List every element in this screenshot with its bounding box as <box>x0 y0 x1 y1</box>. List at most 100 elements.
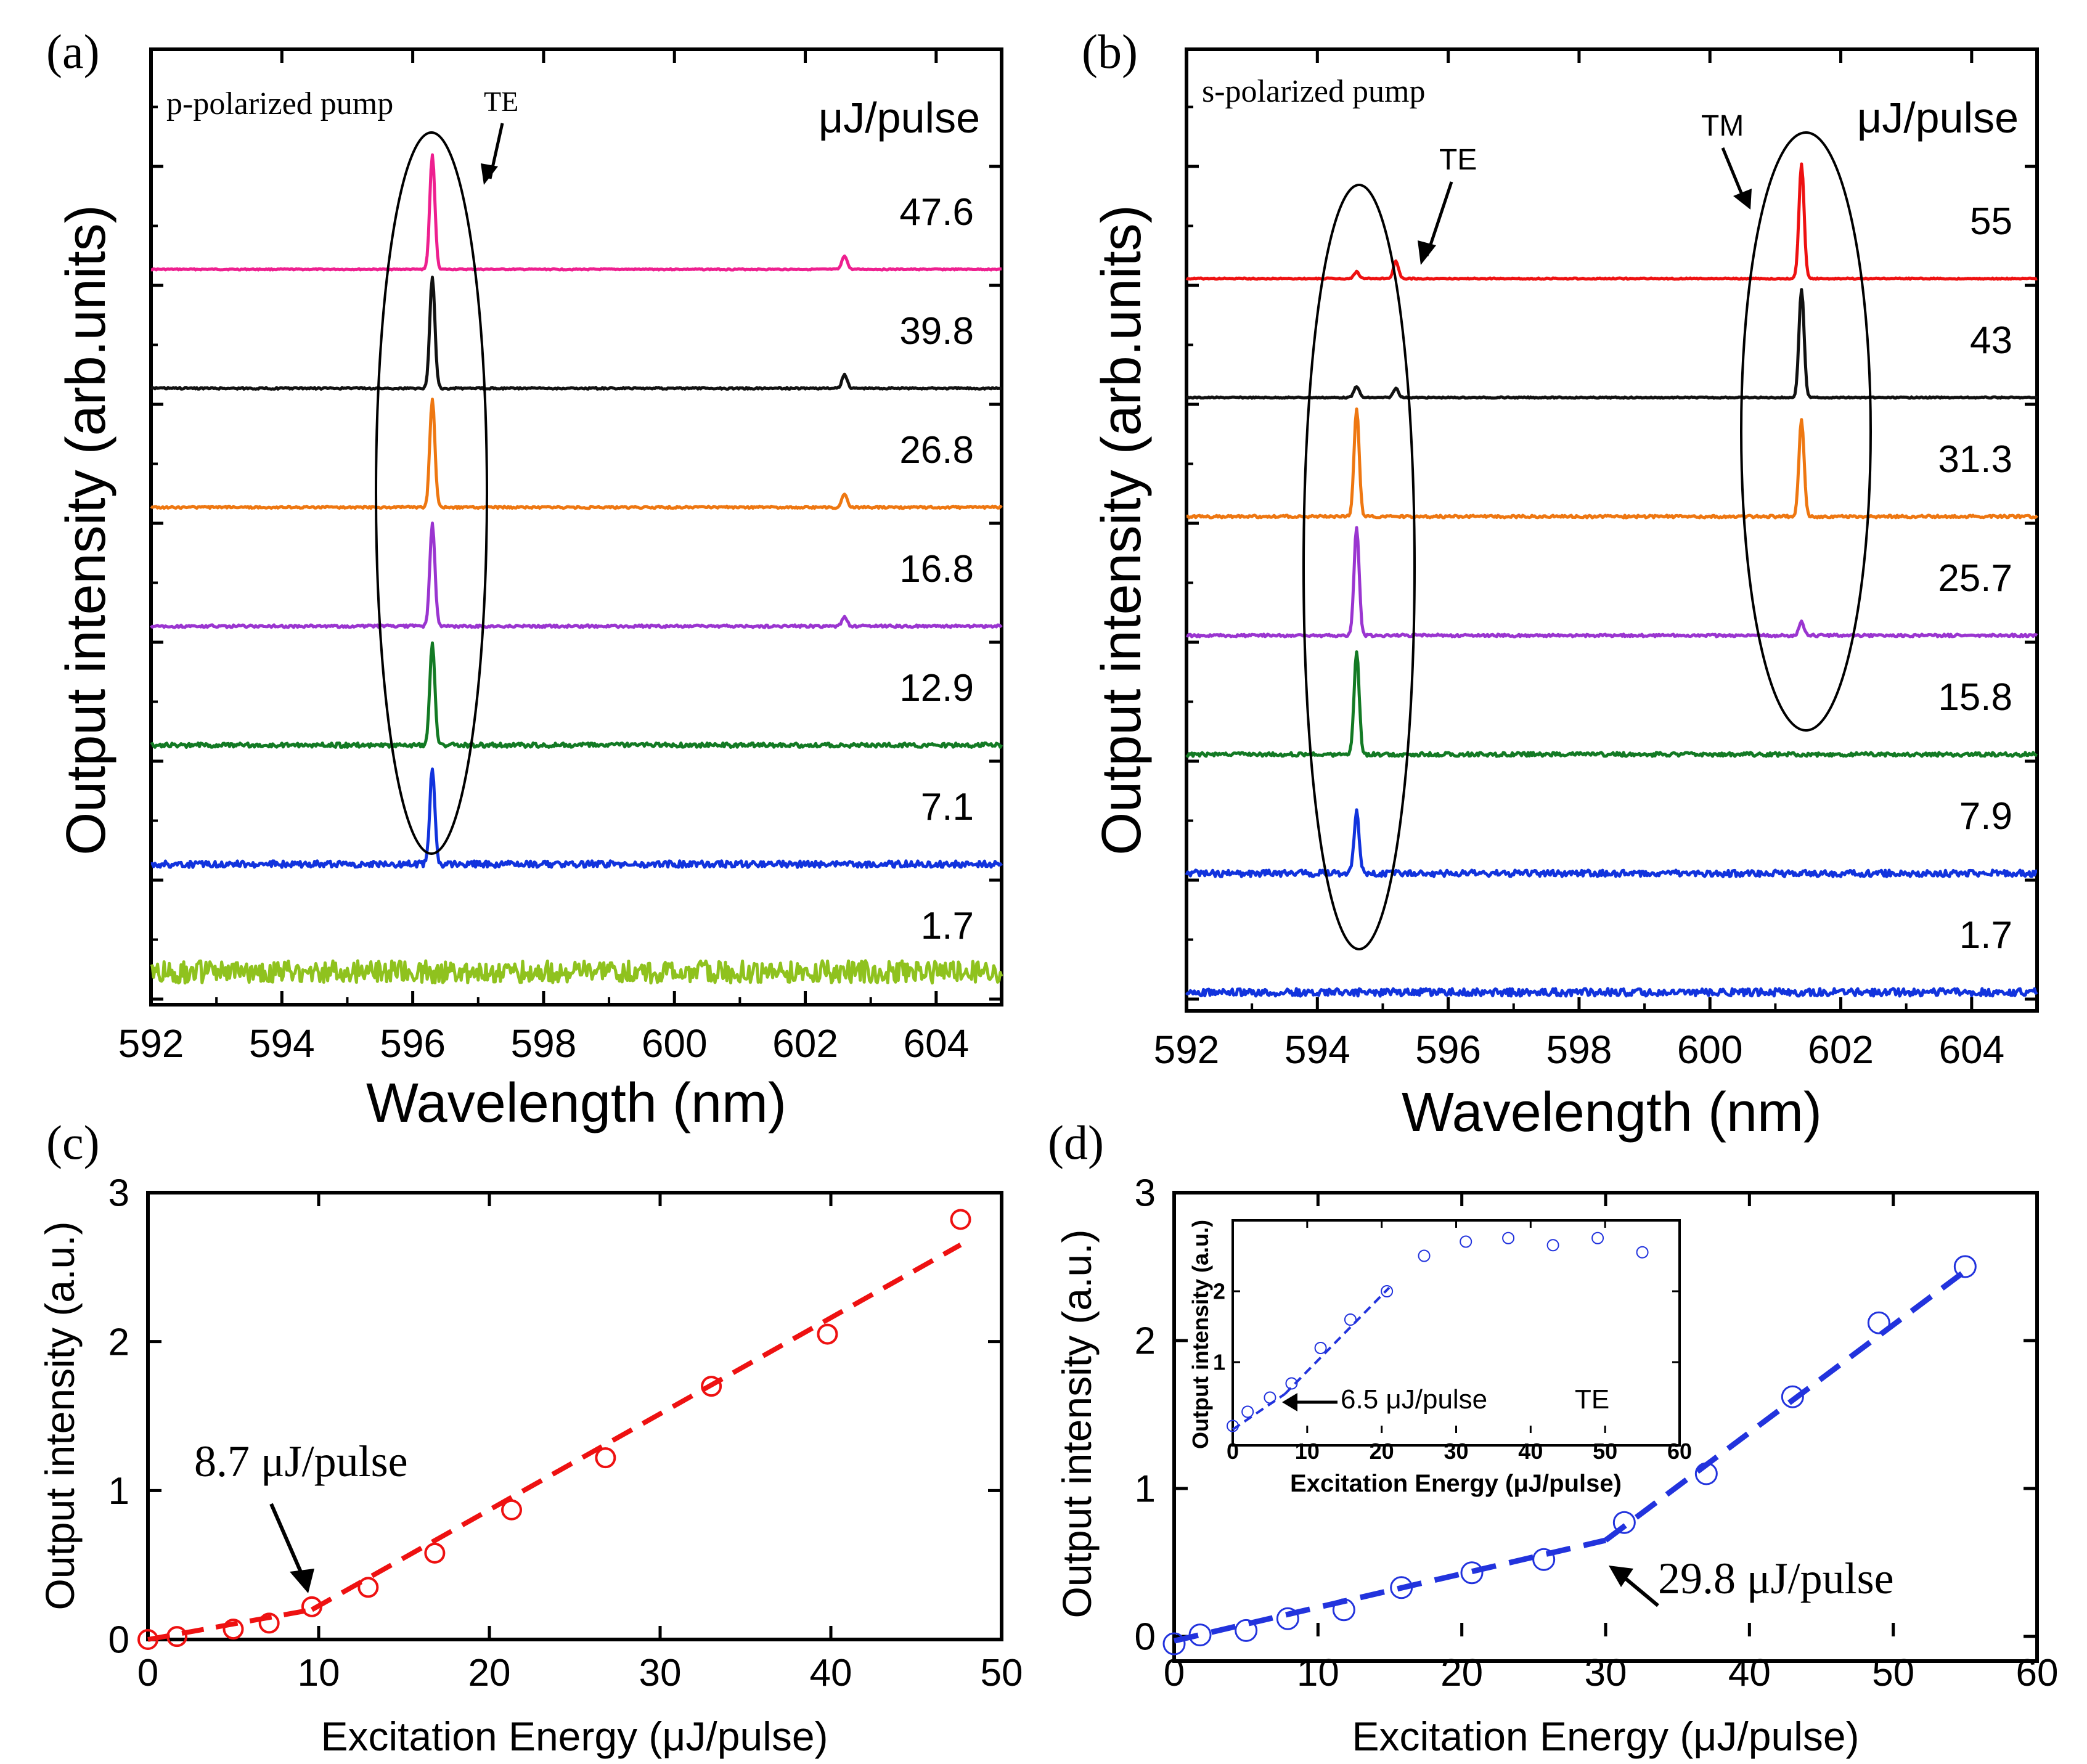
b-series-31_3 <box>1186 407 2038 520</box>
panel-b-tm-arrow-shaft <box>1721 147 1746 201</box>
d-ytick-label-2: 2 <box>1135 1320 1156 1363</box>
a-series-47_6 <box>150 153 1002 272</box>
c-point-2 <box>223 1619 244 1640</box>
c-point-1 <box>166 1626 188 1648</box>
a-series-26_8 <box>150 398 1003 510</box>
b-series-label-43: 43 <box>1970 319 2012 362</box>
c-point-4 <box>301 1596 322 1617</box>
c-ytick-label-1: 1 <box>108 1470 129 1513</box>
panel-d-label: (d) <box>1048 1116 1104 1169</box>
panel-b-x-axis-title: Wavelength (nm) <box>1402 1082 1822 1143</box>
panel-b-tm-arrow-head <box>1733 189 1752 210</box>
d-ytick-label-0: 0 <box>1135 1616 1156 1659</box>
i-point-10 <box>1546 1239 1559 1252</box>
a-series-label-7_1: 7.1 <box>921 786 974 828</box>
b-xtick-label-2: 596 <box>1415 1027 1481 1072</box>
d-point-1 <box>1188 1623 1212 1647</box>
a-series-label-47_6: 47.6 <box>899 191 974 234</box>
a-xtick-label-4: 600 <box>642 1021 708 1066</box>
inset-frame <box>1231 1219 1681 1447</box>
panel-b-series <box>1185 162 2038 998</box>
d-point-0 <box>1162 1632 1186 1656</box>
c-point-10 <box>817 1323 838 1345</box>
i-xtick-label-4: 40 <box>1518 1439 1543 1464</box>
panel-b-label: (b) <box>1082 25 1138 78</box>
i-point-7 <box>1418 1249 1431 1262</box>
panel-b-x-tick-labels: 592 594 596 598 600 602 604 <box>1154 1027 2005 1072</box>
d-point-3 <box>1276 1607 1299 1630</box>
panel-d-x-axis-title: Excitation Energy (μJ/pulse) <box>1352 1713 1859 1759</box>
panel-d-threshold-label: 29.8 μJ/pulse <box>1658 1554 1894 1603</box>
panel-a-te-ellipse <box>375 131 488 855</box>
inset-y-axis-title: Output intensity (a.u.) <box>1188 1220 1213 1449</box>
d-ytick-label-3: 3 <box>1135 1172 1156 1215</box>
panel-d-threshold-arrow-shaft <box>1620 1573 1659 1607</box>
b-xtick-label-4: 600 <box>1677 1027 1743 1072</box>
b-xtick-label-3: 598 <box>1546 1027 1612 1072</box>
a-series-label-39_8: 39.8 <box>899 310 974 353</box>
panel-c-fit-lines <box>147 1243 962 1642</box>
panel-a-x-axis-title: Wavelength (nm) <box>366 1072 786 1134</box>
i-point-6 <box>1381 1285 1394 1297</box>
d-xtick-label-6: 60 <box>2016 1652 2059 1694</box>
c-point-0 <box>137 1629 158 1650</box>
b-series-label-15_8: 15.8 <box>1938 676 2012 719</box>
i-point-11 <box>1591 1231 1604 1244</box>
d-xtick-label-5: 50 <box>1872 1652 1914 1694</box>
d-xtick-label-3: 30 <box>1585 1652 1627 1694</box>
i-xtick-label-5: 50 <box>1593 1439 1617 1464</box>
c-point-5 <box>357 1577 379 1598</box>
i-point-2 <box>1264 1391 1276 1404</box>
a-series-label-12_9: 12.9 <box>899 667 974 709</box>
b-series-label-7_9: 7.9 <box>1959 795 2012 838</box>
a-xtick-label-5: 602 <box>772 1021 838 1066</box>
b-xtick-label-6: 604 <box>1938 1027 2004 1072</box>
d-xtick-label-0: 0 <box>1164 1652 1185 1694</box>
panel-b-x-ticks <box>1185 49 1974 1011</box>
d-point-2 <box>1235 1619 1258 1642</box>
b-series-label-31_3: 31.3 <box>1938 438 2012 481</box>
panel-b-tm-ellipse <box>1740 131 1872 732</box>
a-series-7_1 <box>150 767 1003 869</box>
c-xtick-label-4: 40 <box>810 1652 852 1694</box>
panel-a-series <box>150 153 1003 985</box>
inset-axes: 0 10 20 30 40 50 60 1 2 <box>1213 1220 1692 1464</box>
panel-a-x-ticks <box>149 49 938 1005</box>
panel-c-axes: 0 10 20 30 40 50 0 1 2 3 <box>108 1172 1023 1694</box>
panel-d-inset: 0 10 20 30 40 50 60 1 2 6.5 μJ/pulse TE Excitati… <box>1188 1219 1692 1497</box>
panel-b-te-arrow-shaft <box>1425 181 1453 256</box>
d-xtick-label-2: 20 <box>1440 1652 1483 1694</box>
panel-b-tm-label: TM <box>1701 110 1744 142</box>
c-xtick-label-3: 30 <box>639 1652 682 1694</box>
c-fit-line-1 <box>310 1243 962 1612</box>
i-xtick-label-2: 20 <box>1370 1439 1394 1464</box>
a-series-39_8 <box>150 276 1002 391</box>
inset-points <box>1227 1231 1649 1432</box>
c-ytick-label-3: 3 <box>108 1172 129 1215</box>
c-xtick-label-1: 10 <box>298 1652 340 1694</box>
d-ytick-label-1: 1 <box>1135 1468 1156 1511</box>
c-point-8 <box>595 1447 616 1469</box>
panel-a-unit-label: μJ/pulse <box>819 94 980 142</box>
d-point-12 <box>1953 1255 1977 1278</box>
inset-x-axis-title: Excitation Energy (μJ/pulse) <box>1290 1470 1622 1497</box>
c-point-9 <box>701 1376 722 1397</box>
panel-b-y-axis-title: Output intensity (arb.units) <box>1091 205 1153 855</box>
panel-b-frame <box>1185 47 2039 1013</box>
a-series-12_9 <box>150 641 1003 749</box>
panel-d-y-axis-title: Output intensity (a.u.) <box>1054 1230 1100 1619</box>
inset-mode-label: TE <box>1575 1384 1609 1415</box>
i-point-3 <box>1285 1377 1298 1390</box>
i-point-12 <box>1636 1246 1649 1259</box>
c-point-11 <box>950 1209 971 1230</box>
b-series-55 <box>1185 162 2038 281</box>
panel-a-x-tick-labels: 592 594 596 598 600 602 604 <box>118 1021 970 1066</box>
i-point-0 <box>1227 1419 1239 1432</box>
panel-a-frame <box>149 47 1003 1007</box>
c-point-3 <box>258 1612 280 1634</box>
i-fit-line-1 <box>1284 1286 1391 1395</box>
i-xtick-label-0: 0 <box>1227 1439 1239 1464</box>
